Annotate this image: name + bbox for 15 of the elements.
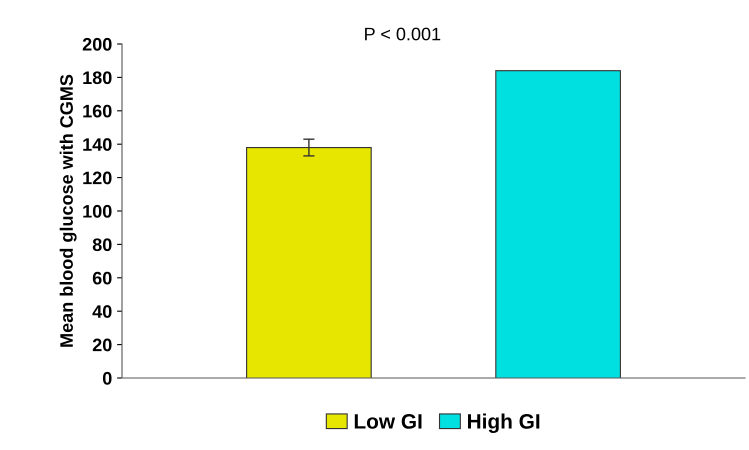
y-tick-label: 160 [83,104,112,118]
y-tick-label: 180 [83,71,112,84]
y-tick-label: 60 [92,272,112,285]
y-tick-label: 100 [83,204,112,218]
text: P < 0.001 [365,28,440,40]
y-axis-title: Mean blood glucose with CGMS [60,74,77,347]
legend-label: Low GI [354,414,422,429]
y-tick-label: 200 [82,38,112,51]
y-tick-label: 80 [92,238,112,252]
y-tick-label: 140 [83,138,112,151]
legend-label: High GI [468,413,540,433]
y-tick-label: 0 [102,372,112,385]
y-tick-label: 20 [92,338,112,352]
y-tick-label: 120 [83,172,112,184]
y-tick-label: 40 [92,305,112,318]
